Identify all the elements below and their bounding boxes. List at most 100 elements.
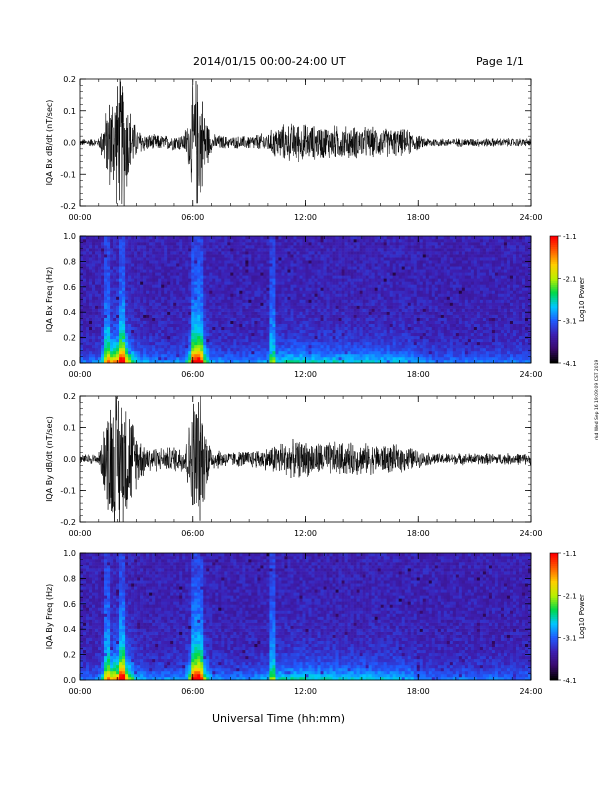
- heatmap-cell: [128, 356, 132, 361]
- heatmap-cell: [164, 350, 168, 355]
- heatmap-cell: [281, 281, 285, 285]
- heatmap-cell: [410, 284, 415, 288]
- heatmap-cell: [401, 314, 406, 318]
- heatmap-cell: [188, 239, 192, 243]
- heatmap-cell: [287, 236, 291, 240]
- heatmap-cell: [146, 323, 150, 328]
- heatmap-cell: [107, 257, 111, 261]
- heatmap-cell: [107, 347, 111, 352]
- heatmap-cell: [404, 359, 409, 364]
- heatmap-cell: [242, 278, 246, 282]
- heatmap-cell: [320, 326, 324, 331]
- heatmap-cell: [89, 350, 93, 355]
- heatmap-cell: [389, 329, 393, 334]
- heatmap-cell: [314, 353, 318, 358]
- heatmap-cell: [413, 254, 418, 258]
- heatmap-cell: [158, 281, 162, 285]
- heatmap-cell: [152, 302, 156, 306]
- heatmap-cell: [401, 293, 406, 297]
- heatmap-cell: [422, 293, 427, 297]
- heatmap-cell: [371, 338, 375, 343]
- heatmap-cell: [107, 350, 111, 355]
- heatmap-cell: [113, 278, 117, 282]
- heatmap-cell: [197, 293, 201, 297]
- heatmap-cell: [365, 314, 369, 318]
- heatmap-cell: [389, 239, 393, 243]
- heatmap-cell: [206, 320, 210, 324]
- heatmap-cell: [104, 281, 108, 285]
- heatmap-cell: [233, 284, 237, 288]
- heatmap-cell: [176, 305, 180, 309]
- heatmap-cell: [80, 251, 84, 255]
- heatmap-cell: [227, 332, 231, 337]
- heatmap-cell: [395, 287, 400, 291]
- heatmap-cell: [95, 269, 99, 273]
- heatmap-cell: [365, 236, 369, 240]
- heatmap-cell: [224, 299, 228, 303]
- heatmap-cell: [230, 341, 234, 346]
- heatmap-cell: [149, 251, 153, 255]
- heatmap-cell: [119, 236, 123, 240]
- heatmap-cell: [173, 263, 177, 267]
- heatmap-cell: [167, 242, 171, 246]
- heatmap-cell: [113, 326, 117, 331]
- heatmap-cell: [269, 290, 273, 294]
- heatmap-cell: [194, 266, 198, 270]
- heatmap-cell: [281, 245, 285, 249]
- heatmap-cell: [218, 329, 222, 334]
- heatmap-cell: [92, 320, 96, 324]
- heatmap-cell: [155, 269, 159, 273]
- heatmap-cell: [314, 287, 318, 291]
- heatmap-cell: [218, 302, 222, 306]
- heatmap-cell: [242, 266, 246, 270]
- heatmap-cell: [395, 257, 400, 261]
- heatmap-cell: [305, 284, 309, 288]
- heatmap-cell: [233, 338, 237, 343]
- heatmap-cell: [158, 269, 162, 273]
- heatmap-cell: [134, 257, 138, 261]
- heatmap-cell: [335, 248, 339, 252]
- heatmap-cell: [236, 341, 240, 346]
- heatmap-cell: [368, 287, 372, 291]
- heatmap-cell: [233, 329, 237, 334]
- heatmap-cell: [341, 296, 345, 300]
- heatmap-cell: [362, 308, 366, 312]
- heatmap-cell: [281, 272, 285, 276]
- heatmap-cell: [359, 251, 363, 255]
- heatmap-cell: [338, 293, 342, 297]
- heatmap-cell: [380, 311, 384, 315]
- heatmap-cell: [425, 293, 430, 297]
- heatmap-cell: [218, 335, 222, 340]
- heatmap-cell: [143, 341, 147, 346]
- heatmap-cell: [323, 296, 327, 300]
- heatmap-cell: [329, 311, 333, 315]
- heatmap-cell: [158, 335, 162, 340]
- heatmap-cell: [335, 311, 339, 315]
- heatmap-cell: [125, 293, 129, 297]
- heatmap-cell: [311, 281, 315, 285]
- heatmap-cell: [80, 311, 84, 315]
- heatmap-cell: [395, 350, 400, 355]
- heatmap-cell: [149, 335, 153, 340]
- heatmap-cell: [137, 281, 141, 285]
- heatmap-cell: [188, 248, 192, 252]
- heatmap-cell: [344, 251, 348, 255]
- heatmap-cell: [125, 323, 129, 328]
- heatmap-cell: [425, 284, 430, 288]
- heatmap-cell: [311, 344, 315, 349]
- heatmap-cell: [203, 254, 207, 258]
- heatmap-cell: [98, 338, 102, 343]
- heatmap-cell: [260, 242, 264, 246]
- heatmap-cell: [359, 320, 363, 324]
- heatmap-cell: [104, 317, 108, 321]
- heatmap-cell: [218, 323, 222, 328]
- heatmap-cell: [185, 245, 189, 249]
- heatmap-cell: [179, 344, 183, 349]
- heatmap-cell: [137, 275, 141, 279]
- heatmap-cell: [368, 275, 372, 279]
- heatmap-cell: [158, 356, 162, 361]
- heatmap-cell: [182, 281, 186, 285]
- heatmap-cell: [191, 269, 195, 273]
- heatmap-cell: [419, 308, 424, 312]
- heatmap-cell: [146, 266, 150, 270]
